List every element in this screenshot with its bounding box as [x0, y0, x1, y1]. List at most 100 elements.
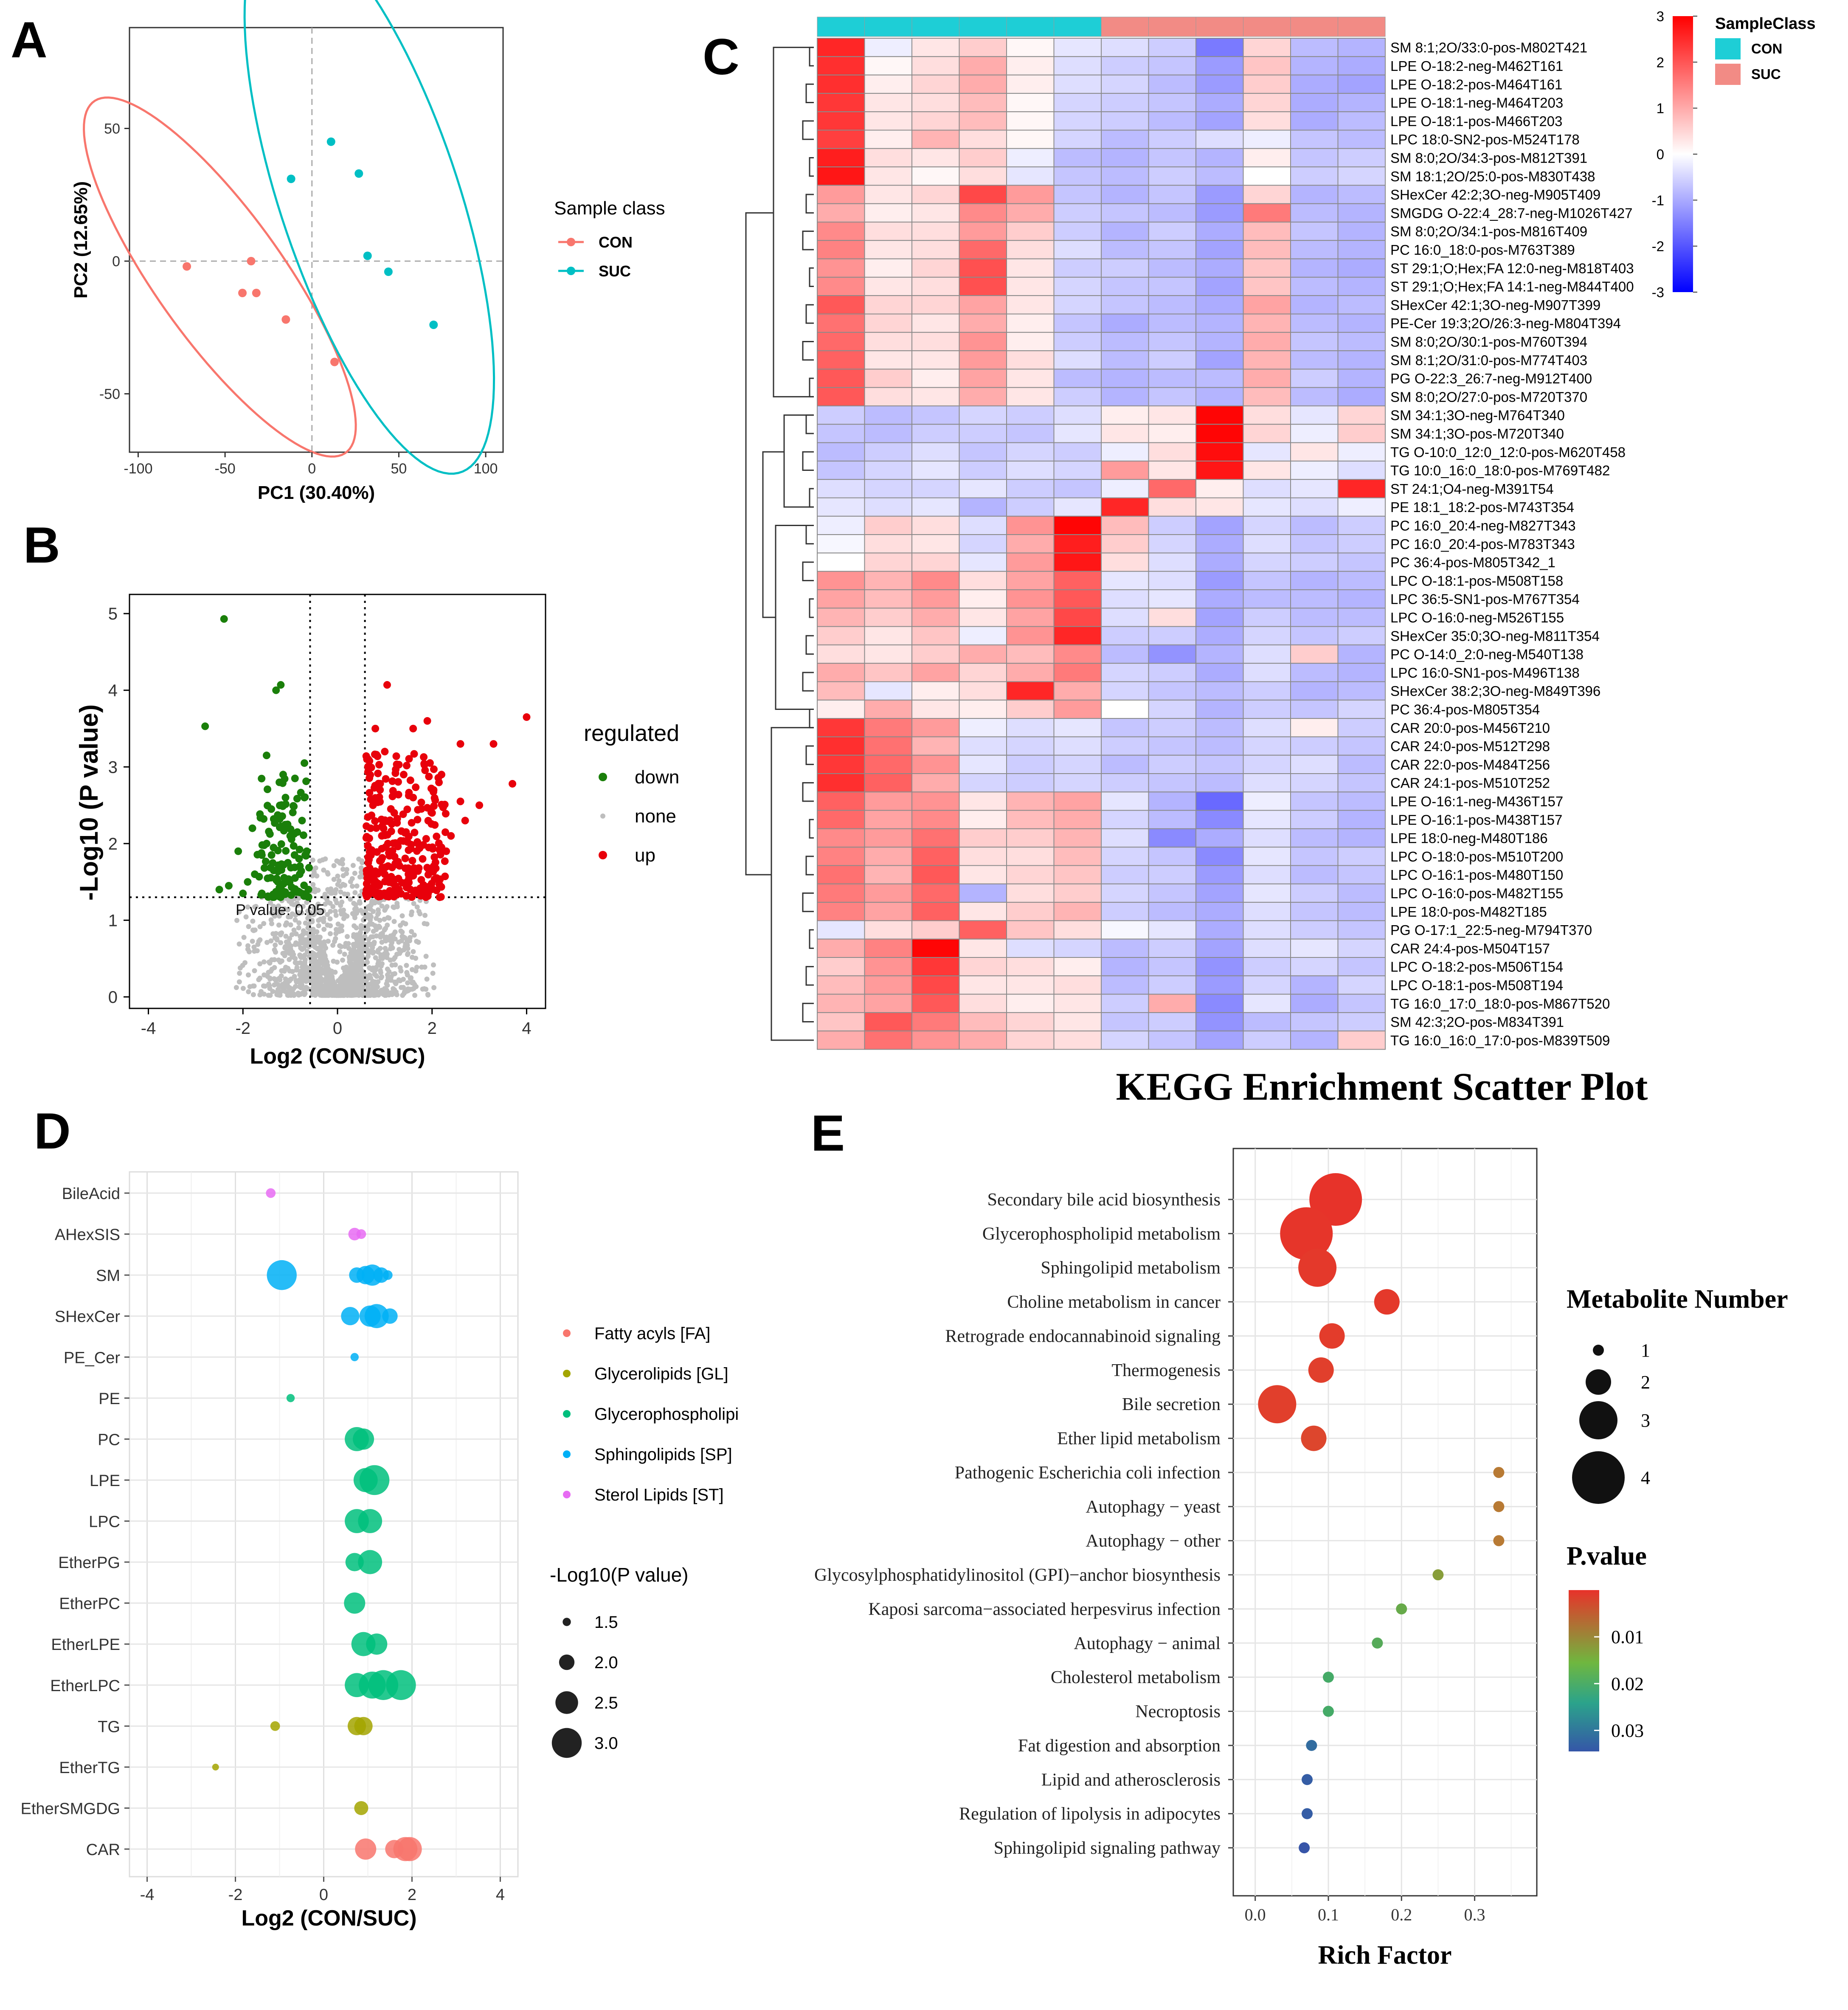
volcano-point-up — [375, 761, 383, 769]
heatmap-cell — [1148, 405, 1196, 425]
volcano-point-none — [348, 896, 353, 902]
volcano-point-none — [409, 909, 414, 915]
heatmap-cell — [1337, 534, 1386, 554]
volcano-point-none — [297, 977, 303, 982]
heatmap-cell — [1290, 589, 1339, 609]
volcano-point-none — [357, 874, 363, 880]
heatmap-cell — [1053, 938, 1102, 958]
heatmap-cell — [911, 240, 960, 259]
heatmap-cell — [1101, 957, 1149, 977]
heatmap-dendrogram-branch — [809, 929, 814, 949]
heatmap-cell — [1148, 240, 1196, 259]
heatmap-cell — [1337, 920, 1386, 940]
volcano-point-down — [270, 844, 278, 852]
heatmap-cell — [817, 387, 865, 407]
heatmap-cell — [911, 313, 960, 333]
heatmap-cell — [959, 718, 1007, 738]
volcano-point-none — [250, 983, 256, 989]
volcano-point-none — [321, 939, 327, 945]
volcano-point-up — [441, 873, 449, 881]
heatmap-cell — [864, 185, 912, 204]
volcano-point-none — [298, 934, 303, 939]
heatmap-cell — [1290, 663, 1339, 682]
volcano-point-none — [304, 979, 309, 984]
heatmap-cell — [1290, 166, 1339, 186]
volcano-point-down — [256, 810, 264, 818]
heatmap-row-label: LPE O-18:1-neg-M464T203 — [1390, 95, 1563, 111]
volcano-point-none — [334, 858, 340, 864]
kegg-x-axis-title: Rich Factor — [1318, 1941, 1451, 1970]
heatmap-cell — [1006, 405, 1055, 425]
volcano-point-none — [343, 973, 349, 978]
volcano-point-none — [293, 917, 298, 923]
heatmap-cell — [1337, 1030, 1386, 1050]
volcano-point-none — [310, 937, 315, 942]
volcano-point-none — [375, 907, 381, 912]
volcano-point-none — [424, 977, 430, 982]
heatmap-cell — [911, 111, 960, 131]
heatmap-row-label: TG 16:0_17:0_18:0-pos-M867T520 — [1390, 996, 1610, 1011]
heatmap-row-label: SHexCer 42:1;3O-neg-M907T399 — [1390, 297, 1600, 313]
heatmap-row-label: LPC O-18:1-pos-M508T158 — [1390, 573, 1563, 588]
volcano-point-none — [412, 982, 417, 987]
lipid-class-point — [383, 1270, 393, 1280]
heatmap-cell — [1195, 534, 1244, 554]
heatmap-cell — [864, 847, 912, 866]
heatmap-cell — [1053, 222, 1102, 241]
volcano-point-none — [283, 976, 288, 982]
heatmap-cell — [817, 608, 865, 627]
volcano-point-none — [388, 943, 394, 948]
volcano-point-down — [280, 827, 288, 835]
volcano-point-none — [378, 952, 384, 957]
heatmap-cell — [1148, 185, 1196, 204]
volcano-point-none — [333, 931, 339, 936]
heatmap-cell — [1053, 332, 1102, 352]
panel-label-b: B — [23, 517, 60, 574]
kegg-x-tick-label: 0.1 — [1318, 1905, 1339, 1924]
kegg-x-ticks: 0.0 0.1 0.2 0.3 — [1245, 1896, 1485, 1924]
volcano-x-tick-label: 2 — [428, 1019, 437, 1038]
heatmap-cell — [1290, 369, 1339, 388]
lipid-class-category-label: SHexCer — [55, 1308, 120, 1326]
heatmap-cell — [1053, 552, 1102, 572]
volcano-point-up — [382, 775, 390, 783]
volcano-point-down — [274, 878, 282, 886]
heatmap-cell — [911, 185, 960, 204]
volcano-point-none — [318, 949, 323, 954]
heatmap-cell — [864, 589, 912, 609]
volcano-point-down — [284, 875, 293, 883]
heatmap-cell — [817, 350, 865, 370]
heatmap-cell — [1195, 663, 1244, 682]
heatmap-cell — [1243, 847, 1291, 866]
volcano-point-none — [327, 916, 333, 921]
heatmap-cell — [864, 920, 912, 940]
heatmap-cell — [911, 699, 960, 719]
heatmap-cell — [1006, 663, 1055, 682]
volcano-point-none — [246, 924, 251, 929]
volcano-point-up — [366, 789, 374, 797]
volcano-point-none — [257, 961, 263, 966]
heatmap-cell — [959, 791, 1007, 811]
heatmap-cell — [1243, 129, 1291, 149]
heatmap-row-label: LPE O-16:1-neg-M436T157 — [1390, 794, 1563, 809]
heatmap-cell — [1148, 497, 1196, 517]
heatmap-cell — [1101, 276, 1149, 296]
heatmap-cell — [817, 847, 865, 866]
pca-ellipse-suc — [243, 0, 495, 475]
heatmap-legend-title: SampleClass — [1715, 15, 1816, 33]
heatmap-cell — [1053, 1012, 1102, 1032]
volcano-y-tick-label: 2 — [108, 835, 118, 853]
heatmap-cell — [1101, 56, 1149, 76]
heatmap-dendrogram-branch — [802, 341, 814, 361]
volcano-point-none — [399, 929, 405, 935]
volcano-point-none — [285, 992, 290, 998]
volcano-point-none — [308, 927, 313, 932]
volcano-point-up — [381, 878, 389, 886]
heatmap-cell — [959, 957, 1007, 977]
heatmap-cell — [1337, 313, 1386, 333]
volcano-point-none — [256, 939, 262, 944]
heatmap-cell — [864, 129, 912, 149]
heatmap-cell — [959, 460, 1007, 480]
heatmap-row-label: SHexCer 38:2;3O-neg-M849T396 — [1390, 683, 1600, 699]
lipid-class-point — [366, 1633, 388, 1655]
